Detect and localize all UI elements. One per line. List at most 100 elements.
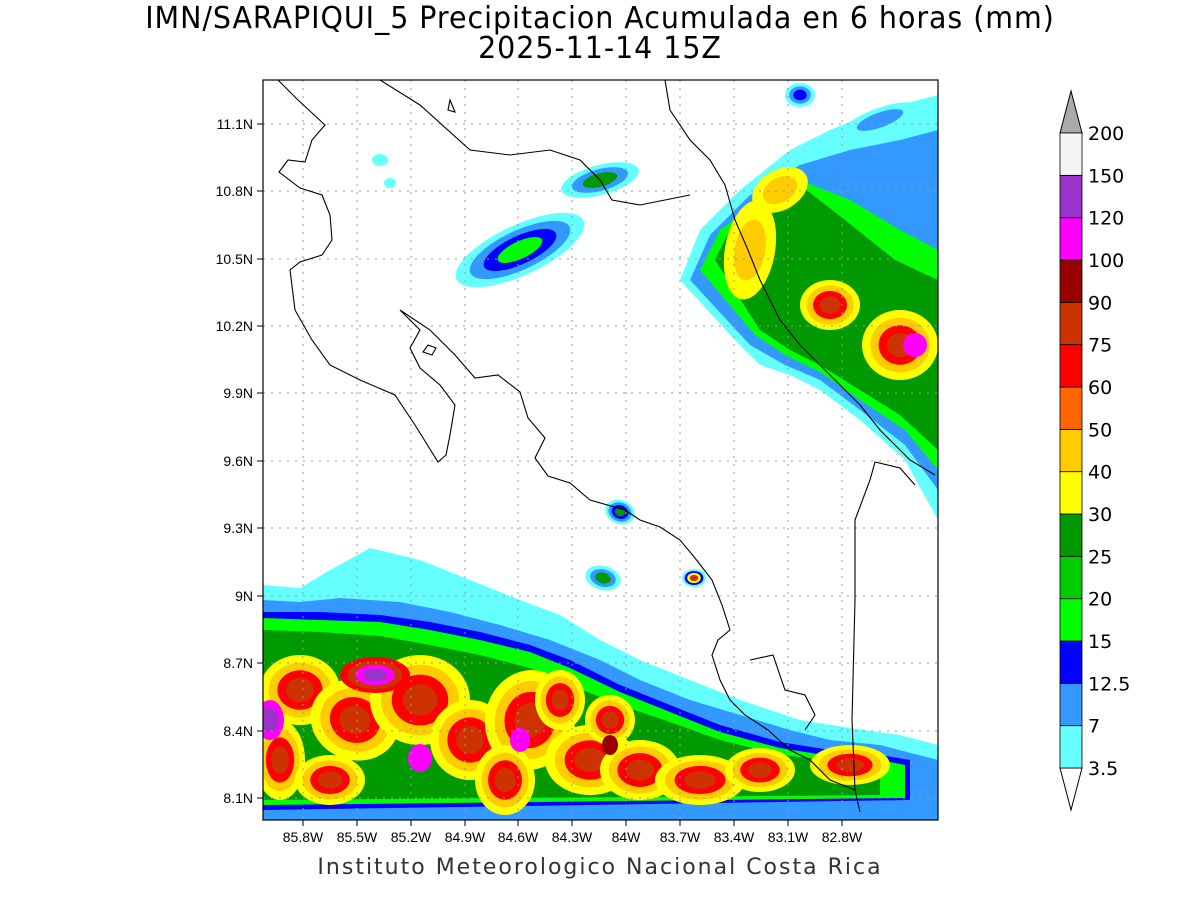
coastline-borders bbox=[277, 80, 936, 813]
precip-cell bbox=[317, 771, 343, 789]
colorbar-label: 75 bbox=[1088, 335, 1112, 357]
lat-tick-label: 10.5N bbox=[216, 251, 253, 267]
lat-tick-label: 9N bbox=[235, 588, 253, 604]
colorbar-segment bbox=[1059, 682, 1083, 727]
precip-cell bbox=[408, 744, 432, 772]
lon-tick-label: 85.5W bbox=[337, 829, 378, 845]
colorbar-label: 15 bbox=[1088, 631, 1112, 653]
precip-cell bbox=[747, 762, 773, 778]
lat-tick-label: 10.8N bbox=[216, 183, 253, 199]
precip-cell bbox=[384, 178, 396, 188]
precip-cell bbox=[819, 296, 841, 314]
lon-tick-label: 84W bbox=[612, 829, 642, 845]
lake-islet bbox=[447, 98, 456, 113]
colorbar-label: 30 bbox=[1088, 504, 1112, 526]
colorbar-segment bbox=[1059, 386, 1083, 430]
precipitation-field bbox=[263, 83, 938, 820]
lat-tick-label: 8.4N bbox=[223, 723, 253, 739]
panama-border bbox=[851, 461, 916, 791]
colorbar-segment bbox=[1059, 344, 1083, 388]
precip-cell bbox=[456, 726, 484, 754]
precip-cell bbox=[271, 746, 289, 774]
lat-tick-label: 8.1N bbox=[223, 790, 253, 806]
precip-cell bbox=[402, 684, 438, 716]
colorbar-label: 100 bbox=[1088, 250, 1124, 272]
precip-cell bbox=[494, 767, 516, 793]
precip-cell bbox=[551, 689, 569, 711]
lat-tick-label: 11.1N bbox=[217, 116, 253, 132]
nicaragua-coastline bbox=[277, 80, 861, 813]
lon-tick-label: 84.6W bbox=[498, 829, 539, 845]
colorbar-segment bbox=[1059, 640, 1083, 684]
lon-tick-label: 83.4W bbox=[714, 829, 755, 845]
precip-cell bbox=[602, 735, 618, 755]
lon-tick-label: 83.1W bbox=[768, 829, 809, 845]
gulf-islet bbox=[422, 344, 437, 356]
precip-cell bbox=[574, 747, 606, 773]
osa-peninsula bbox=[749, 654, 816, 731]
longitude-labels: 85.8W 85.5W 85.2W 84.9W 84.6W 84.3W 84W 83.7W 83… bbox=[283, 820, 863, 845]
precip-cell bbox=[689, 574, 699, 582]
precip-cell bbox=[684, 771, 716, 789]
colorbar-segment bbox=[1059, 301, 1083, 346]
lon-tick-label: 82.8W bbox=[822, 829, 863, 845]
lon-tick-label: 85.8W bbox=[283, 829, 324, 845]
lat-tick-label: 9.6N bbox=[223, 453, 253, 469]
colorbar-label: 12.5 bbox=[1088, 673, 1130, 695]
precip-cell bbox=[362, 668, 388, 682]
map-title: IMN/SARAPIQUI_5 Precipitacion Acumulada … bbox=[145, 1, 1055, 36]
colorbar-label: 200 bbox=[1088, 123, 1124, 145]
colorbar-segment bbox=[1059, 513, 1083, 557]
colorbar-label: 20 bbox=[1088, 589, 1112, 611]
colorbar-top-arrow bbox=[1059, 89, 1083, 134]
lat-tick-label: 9.3N bbox=[223, 520, 253, 536]
latitude-labels: 11.1N 10.8N 10.5N 10.2N 9.9N 9.6N 9.3N 9N 8.7N 8.… bbox=[216, 116, 263, 806]
precip-cell bbox=[793, 89, 807, 101]
colorbar-label: 50 bbox=[1088, 419, 1112, 441]
colorbar-segment bbox=[1059, 428, 1083, 473]
lon-tick-label: 84.3W bbox=[552, 829, 593, 845]
graticule-grid bbox=[263, 80, 938, 820]
colorbar-label: 60 bbox=[1088, 377, 1112, 399]
colorbar-label: 90 bbox=[1088, 292, 1112, 314]
colorbar-label: 40 bbox=[1088, 462, 1112, 484]
lake-nicaragua-south-shore bbox=[379, 80, 691, 206]
precip-cell bbox=[497, 237, 543, 263]
precip-cell bbox=[762, 175, 798, 205]
lon-tick-label: 85.2W bbox=[391, 829, 432, 845]
precip-cell bbox=[595, 572, 611, 584]
precip-cell bbox=[263, 707, 279, 733]
caribbean-coast bbox=[664, 80, 936, 476]
colorbar-label: 120 bbox=[1088, 208, 1124, 230]
precip-cell bbox=[510, 728, 530, 752]
colorbar-label: 3.5 bbox=[1088, 758, 1118, 780]
lat-tick-label: 8.7N bbox=[223, 655, 253, 671]
colorbar-segment bbox=[1059, 555, 1083, 600]
precip-cell bbox=[836, 758, 864, 772]
colorbar-legend: 3.5 7 12.5 15 20 25 30 40 50 60 75 90 100 120 150 200 bbox=[1059, 89, 1130, 812]
colorbar-segment bbox=[1059, 217, 1083, 261]
precip-cell bbox=[601, 711, 619, 729]
colorbar-label: 25 bbox=[1088, 546, 1112, 568]
lon-tick-label: 83.7W bbox=[660, 829, 701, 845]
colorbar-label: 150 bbox=[1088, 165, 1124, 187]
footer-credit: Instituto Meteorologico Nacional Costa R… bbox=[317, 855, 883, 880]
precip-cell bbox=[626, 759, 654, 781]
precip-cell bbox=[856, 109, 904, 131]
precip-cell bbox=[286, 677, 314, 703]
colorbar-segment bbox=[1059, 471, 1083, 515]
lat-tick-label: 10.2N bbox=[216, 318, 253, 334]
colorbar-segment bbox=[1059, 174, 1083, 219]
map-frame bbox=[262, 79, 939, 821]
colorbar-label: 7 bbox=[1088, 716, 1100, 738]
colorbar-bottom-arrow bbox=[1059, 767, 1083, 812]
precip-cell bbox=[372, 154, 388, 166]
map-subtitle-datetime: 2025-11-14 15Z bbox=[478, 31, 722, 66]
lat-tick-label: 9.9N bbox=[223, 385, 253, 401]
colorbar-segment bbox=[1059, 132, 1083, 176]
colorbar-segment bbox=[1059, 259, 1083, 303]
precip-cell bbox=[903, 333, 927, 357]
colorbar-segment bbox=[1059, 598, 1083, 642]
precip-cell bbox=[339, 705, 371, 735]
